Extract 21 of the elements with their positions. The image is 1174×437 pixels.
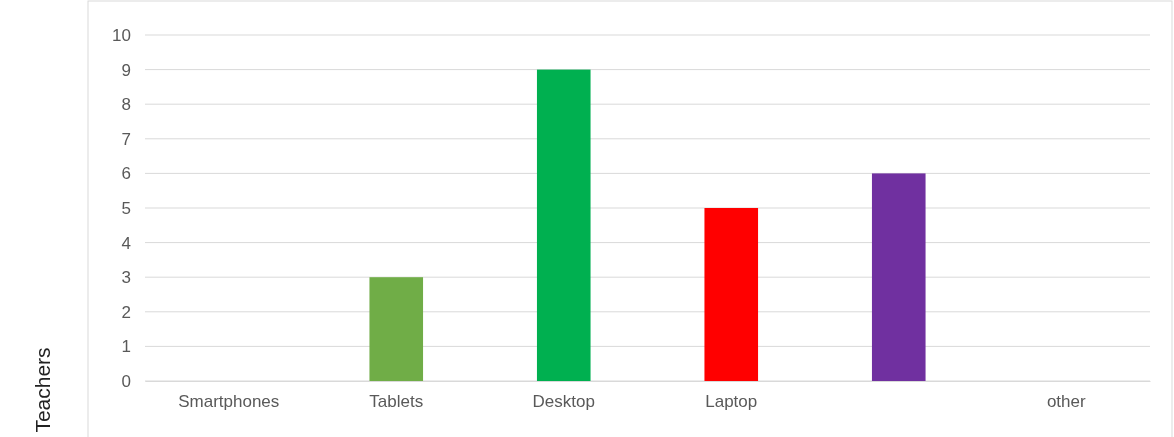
- x-tick-label: other: [1046, 392, 1086, 412]
- y-tick-label: 5: [121, 198, 131, 218]
- y-tick-label: 6: [121, 164, 131, 184]
- y-tick-label: 10: [112, 25, 131, 45]
- bar: [536, 69, 591, 381]
- y-tick-label: 3: [121, 268, 131, 288]
- bar: [871, 173, 926, 381]
- y-axis-title: Teachers: [31, 347, 54, 433]
- y-tick-label: 2: [121, 302, 131, 322]
- x-tick-label: Desktop: [532, 392, 595, 412]
- x-tick-label: Tablets: [369, 392, 424, 412]
- y-tick-label: 4: [121, 233, 131, 253]
- bar: [704, 208, 759, 381]
- x-tick-label: Smartphones: [178, 392, 280, 412]
- y-tick-label: 9: [121, 60, 131, 80]
- y-tick-label: 8: [121, 95, 131, 115]
- bar: [369, 277, 424, 381]
- x-tick-label: Laptop: [705, 392, 758, 412]
- y-tick-label: 0: [121, 371, 131, 391]
- y-tick-label: 7: [121, 129, 131, 149]
- y-tick-label: 1: [121, 337, 131, 357]
